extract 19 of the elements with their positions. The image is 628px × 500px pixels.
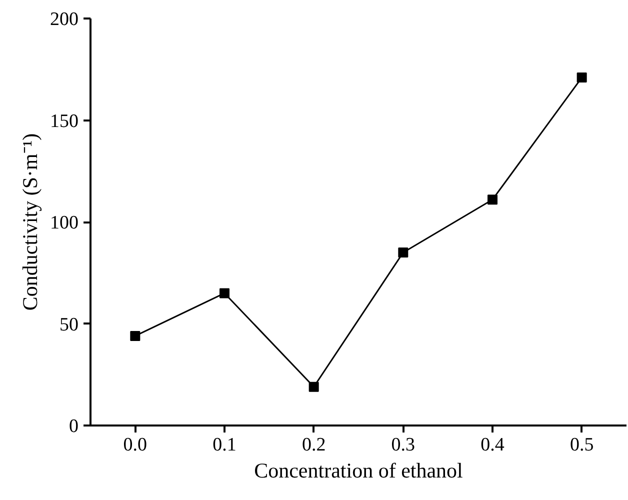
y-axis-title: Conductivity (S·m⁻¹) [18,133,42,311]
x-tick-label: 0.4 [480,434,505,456]
point [398,248,408,258]
point [576,72,587,83]
point [130,330,140,341]
y-tick-label: 200 [50,9,78,30]
y-tick-label: 150 [50,110,78,132]
x-tick-label: 0.1 [212,434,236,456]
x-tick-label: 0.0 [123,434,148,456]
x-tick-label: 0.2 [302,434,326,456]
point [220,288,230,298]
y-tick-label: 100 [50,212,78,234]
y-tick-label: 50 [60,314,78,336]
point [488,194,498,205]
point [308,382,319,392]
y-tick-label: 0 [69,416,78,437]
x-tick-label: 0.5 [570,434,594,456]
x-tick-label: 0.3 [391,434,416,456]
x-axis-title: Concentration of ethanol [254,458,464,482]
